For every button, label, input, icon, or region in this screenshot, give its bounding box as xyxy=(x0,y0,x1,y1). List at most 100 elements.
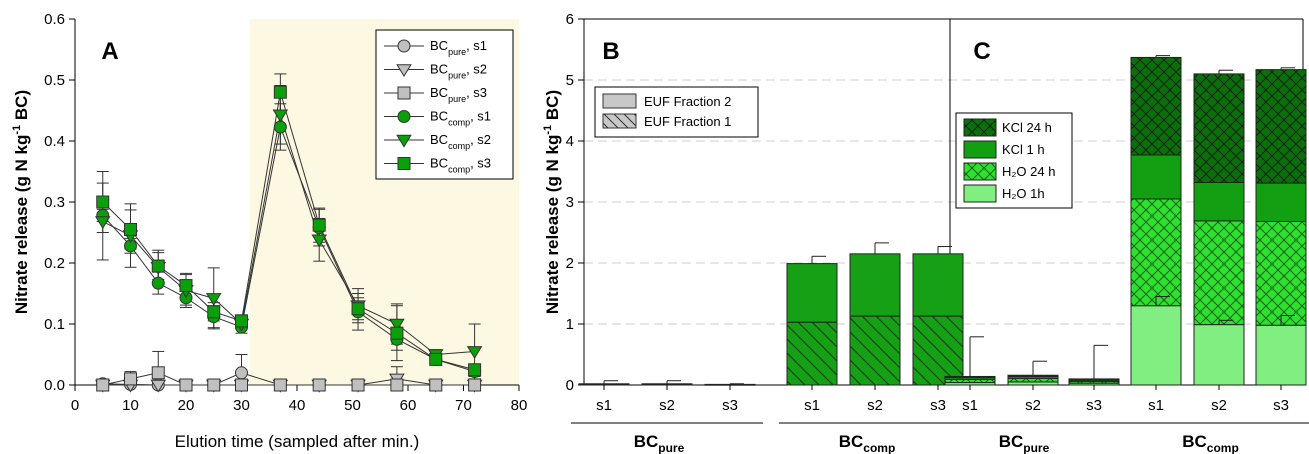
y-tick-label: 0.4 xyxy=(44,133,65,150)
bar-segment xyxy=(849,315,901,386)
data-point xyxy=(312,218,326,232)
x-tick-label: 60 xyxy=(400,397,417,414)
bar-segment xyxy=(786,263,838,323)
bar-segment xyxy=(849,253,901,317)
bar-segment xyxy=(1193,73,1245,183)
bar-segment xyxy=(786,321,838,386)
bar-segment xyxy=(1255,221,1307,326)
x-tick-label: s3 xyxy=(1273,397,1289,414)
data-point xyxy=(151,276,165,290)
y-axis-title-bc: Nitrate release (g N kg-1 BC) xyxy=(542,90,562,314)
panel-label-a: A xyxy=(101,38,118,65)
data-point xyxy=(429,378,443,392)
legend-marker xyxy=(396,64,412,78)
bar-segment xyxy=(1007,374,1059,377)
bar-segment xyxy=(1130,198,1182,307)
x-tick-label: 70 xyxy=(455,397,472,414)
bar-segment xyxy=(1130,154,1182,200)
bar-segment xyxy=(1193,324,1245,386)
legend-label: H₂O 1h xyxy=(1002,186,1045,201)
x-tick-label: s3 xyxy=(1086,397,1102,414)
data-point xyxy=(205,293,222,306)
x-tick-label: 0 xyxy=(71,397,79,414)
legend-marker xyxy=(397,86,411,100)
x-tick-label: s2 xyxy=(867,397,883,414)
panel-label-b: B xyxy=(602,38,619,65)
data-point xyxy=(351,378,365,392)
legend-marker xyxy=(396,134,412,148)
data-point xyxy=(466,346,483,360)
legend-label: H₂O 24 h xyxy=(1002,164,1055,179)
legend-label: BCcomp, s2 xyxy=(430,132,491,151)
data-point xyxy=(235,378,248,392)
y-tick-label: 4 xyxy=(566,133,574,150)
data-point xyxy=(207,305,221,319)
legend-marker xyxy=(397,157,411,170)
y-tick-label: 6 xyxy=(566,11,574,28)
data-point xyxy=(429,352,443,366)
legend-label: BCcomp, s1 xyxy=(430,109,491,128)
legend-label: BCpure, s1 xyxy=(430,38,487,57)
data-point xyxy=(151,366,165,380)
c-group-label: BCpure xyxy=(999,432,1050,454)
bar-segment xyxy=(578,383,630,385)
x-tick-label: s3 xyxy=(722,397,738,414)
x-tick-label: s1 xyxy=(804,397,820,414)
c-group-label: BCcomp xyxy=(1182,432,1239,454)
data-point xyxy=(96,378,110,392)
x-axis-title: Elution time (sampled after min.) xyxy=(175,432,420,451)
x-tick-label: s1 xyxy=(1148,397,1164,414)
legend-label: BCcomp, s3 xyxy=(430,156,491,175)
x-tick-label: s1 xyxy=(962,397,978,414)
legend-box xyxy=(375,29,514,180)
data-point xyxy=(151,259,165,273)
y-tick-label: 0.6 xyxy=(44,11,65,28)
legend-swatch xyxy=(602,113,637,129)
data-point xyxy=(273,120,287,134)
bar-segment xyxy=(704,383,756,386)
b-group-label: BCpure xyxy=(634,432,685,454)
data-point xyxy=(124,222,137,236)
series-line xyxy=(102,125,475,373)
bar-segment xyxy=(1255,182,1307,223)
b-group-label: BCcomp xyxy=(839,432,896,454)
legend-swatch xyxy=(963,162,997,181)
data-point xyxy=(94,216,111,230)
bar-segment xyxy=(944,375,996,379)
y-tick-label: 0.3 xyxy=(44,194,65,211)
bar-segment xyxy=(1255,324,1307,386)
y-tick-label: 3 xyxy=(566,194,574,211)
panel-label-c: C xyxy=(973,38,990,65)
bar-segment xyxy=(1193,181,1245,222)
data-point xyxy=(207,378,221,392)
x-tick-label: s2 xyxy=(1211,397,1227,414)
bar-segment xyxy=(1068,378,1120,381)
y-tick-label: 0.0 xyxy=(44,377,65,394)
data-point xyxy=(273,378,287,392)
y-tick-label: 0.2 xyxy=(44,255,65,272)
x-tick-label: s3 xyxy=(930,397,946,414)
legend-marker xyxy=(397,110,411,123)
data-point xyxy=(96,195,110,209)
x-tick-label: s2 xyxy=(1025,397,1041,414)
legend-label: EUF Fraction 2 xyxy=(644,94,731,109)
data-point xyxy=(124,372,137,386)
x-tick-label: 20 xyxy=(178,397,195,414)
x-tick-label: 50 xyxy=(344,397,361,414)
x-tick-label: s1 xyxy=(596,397,612,414)
data-point xyxy=(179,378,193,392)
legend-label: BCpure, s2 xyxy=(430,62,487,81)
bar-segment xyxy=(641,383,693,385)
legend-swatch xyxy=(963,184,997,203)
bar-segment xyxy=(1007,377,1059,383)
x-tick-label: 10 xyxy=(122,397,139,414)
y-axis-title-a: Nitrate release (g N kg-1 BC) xyxy=(11,90,31,314)
data-point xyxy=(273,85,287,99)
x-tick-label: 80 xyxy=(511,397,528,414)
data-point xyxy=(311,234,327,248)
data-point xyxy=(235,366,248,380)
legend-label: BCpure, s3 xyxy=(430,85,487,104)
y-tick-label: 2 xyxy=(566,255,574,272)
y-tick-label: 1 xyxy=(566,316,574,333)
